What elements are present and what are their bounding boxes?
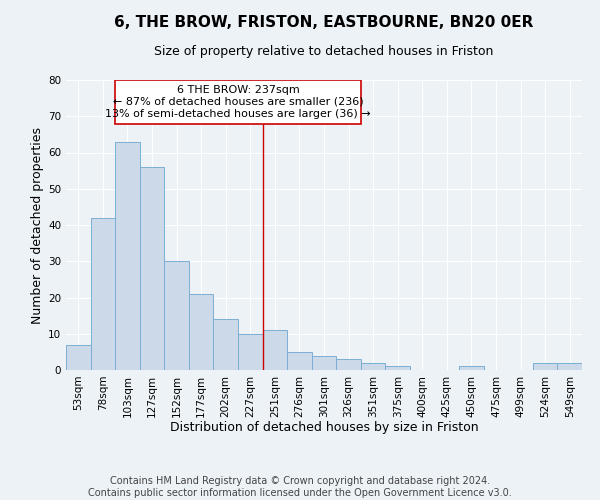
Bar: [66, 344, 91, 370]
Bar: [263, 330, 287, 370]
Bar: [238, 334, 263, 370]
Bar: [336, 359, 361, 370]
Bar: [140, 167, 164, 370]
X-axis label: Distribution of detached houses by size in Friston: Distribution of detached houses by size …: [170, 421, 478, 434]
Text: Size of property relative to detached houses in Friston: Size of property relative to detached ho…: [154, 45, 494, 58]
Y-axis label: Number of detached properties: Number of detached properties: [31, 126, 44, 324]
Text: ← 87% of detached houses are smaller (236): ← 87% of detached houses are smaller (23…: [113, 97, 364, 107]
Bar: [459, 366, 484, 370]
Bar: [385, 366, 410, 370]
Bar: [557, 363, 582, 370]
Bar: [189, 294, 214, 370]
Text: 13% of semi-detached houses are larger (36) →: 13% of semi-detached houses are larger (…: [105, 109, 371, 119]
Bar: [312, 356, 336, 370]
Text: 6 THE BROW: 237sqm: 6 THE BROW: 237sqm: [176, 84, 299, 94]
Bar: [91, 218, 115, 370]
Bar: [115, 142, 140, 370]
Bar: [214, 320, 238, 370]
Bar: [361, 363, 385, 370]
Bar: [287, 352, 312, 370]
Text: 6, THE BROW, FRISTON, EASTBOURNE, BN20 0ER: 6, THE BROW, FRISTON, EASTBOURNE, BN20 0…: [115, 15, 533, 30]
Bar: [164, 261, 189, 370]
FancyBboxPatch shape: [115, 80, 361, 124]
Bar: [533, 363, 557, 370]
Text: Contains HM Land Registry data © Crown copyright and database right 2024.
Contai: Contains HM Land Registry data © Crown c…: [88, 476, 512, 498]
